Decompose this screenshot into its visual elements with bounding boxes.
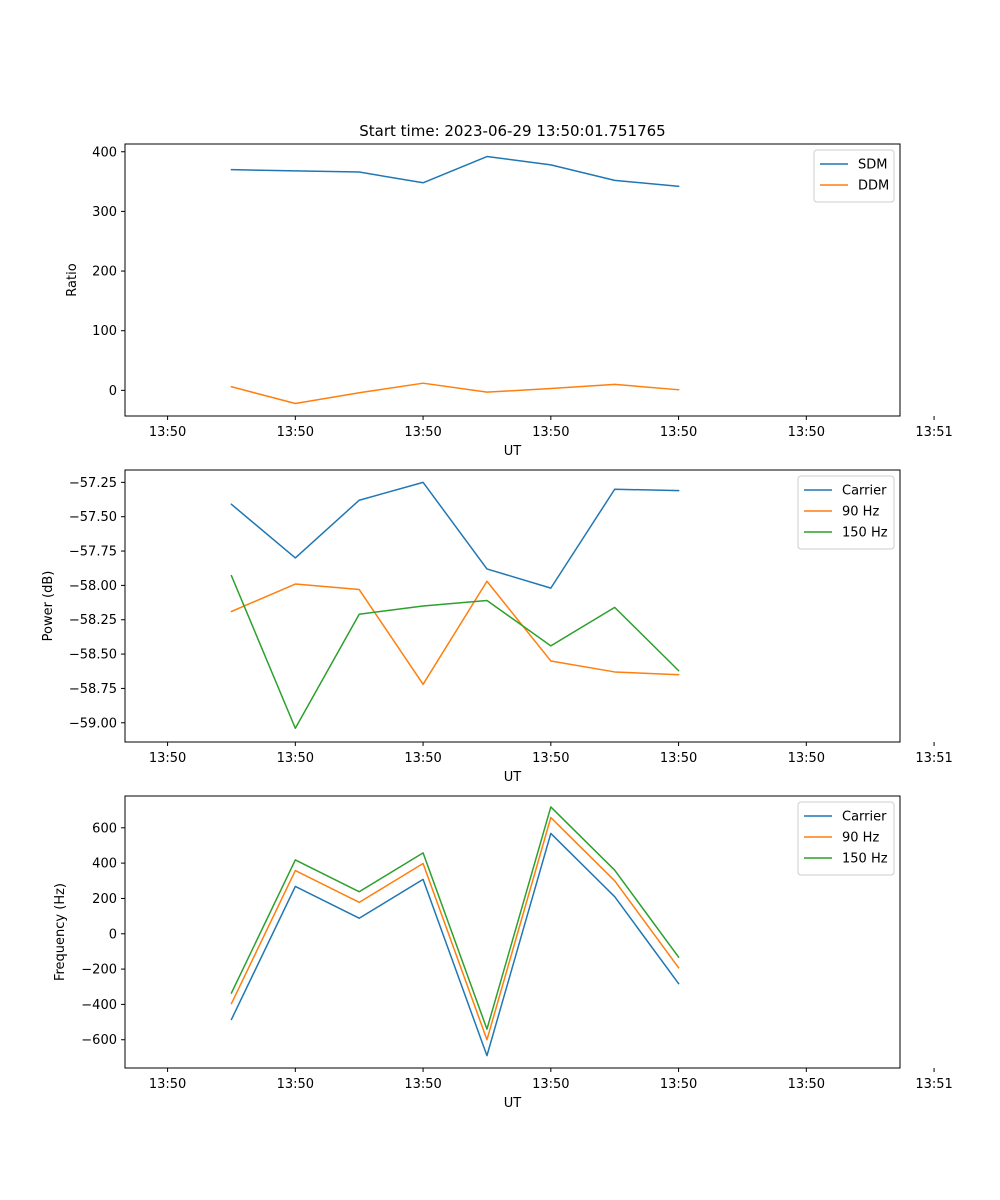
y-tick-label-3-5: 200 xyxy=(92,892,117,907)
x-tick-label-1-5: 13:50 xyxy=(660,425,697,440)
y-tick-label-2-3: −57.75 xyxy=(69,545,117,560)
series-line-2-1 xyxy=(230,481,680,589)
series-line-1-1 xyxy=(230,155,680,188)
axes-frame-3 xyxy=(124,795,901,1069)
x-tick-label-2-7: 13:51 xyxy=(915,751,952,766)
y-tick-label-1-3: 200 xyxy=(92,265,117,280)
y-axis-label-3: Frequency (Hz) xyxy=(53,883,68,981)
y-tick-label-1-5: 400 xyxy=(92,145,117,160)
x-tick-label-1-1: 13:50 xyxy=(149,425,186,440)
x-tick-label-1-7: 13:51 xyxy=(915,425,952,440)
panel-2: 13:50 13:50 13:50 13:50 13:50 13:50 13:51 −57.2… xyxy=(41,469,953,785)
x-tick-label-1-4: 13:50 xyxy=(532,425,569,440)
series-line-2-3 xyxy=(230,574,680,730)
x-tick-label-1-2: 13:50 xyxy=(277,425,314,440)
axes-frame-2 xyxy=(124,469,901,743)
series-line-3-2 xyxy=(230,816,680,1041)
x-axis-label-3: UT xyxy=(504,1096,522,1111)
legend-box-2 xyxy=(797,475,895,550)
legend-label-2-3: 150 Hz xyxy=(842,526,888,541)
legend-3: Carrier 90 Hz 150 Hz xyxy=(797,801,895,876)
y-tick-label-1-1: 0 xyxy=(109,384,117,399)
x-axis-label-2: UT xyxy=(504,770,522,785)
x-tick-label-2-2: 13:50 xyxy=(277,751,314,766)
panel-3: 13:50 13:50 13:50 13:50 13:50 13:50 13:51 −600 −… xyxy=(53,795,953,1111)
x-tick-label-3-6: 13:50 xyxy=(788,1077,825,1092)
y-tick-label-1-4: 300 xyxy=(92,205,117,220)
series-line-2-2 xyxy=(230,580,680,686)
x-tick-label-3-3: 13:50 xyxy=(404,1077,441,1092)
legend-label-3-3: 150 Hz xyxy=(842,852,888,867)
y-tick-label-3-1: −600 xyxy=(81,1033,117,1048)
x-tick-label-1-3: 13:50 xyxy=(404,425,441,440)
legend-box-1 xyxy=(813,149,895,203)
x-tick-label-2-6: 13:50 xyxy=(788,751,825,766)
y-tick-label-2-2: −57.50 xyxy=(69,510,117,525)
x-tick-label-3-1: 13:50 xyxy=(149,1077,186,1092)
y-tick-label-2-1: −57.25 xyxy=(69,476,117,491)
series-line-1-2 xyxy=(230,382,680,405)
y-tick-label-3-2: −400 xyxy=(81,998,117,1013)
legend-label-2-2: 90 Hz xyxy=(842,505,879,520)
legend-2: Carrier 90 Hz 150 Hz xyxy=(797,475,895,550)
y-tick-label-1-2: 100 xyxy=(92,324,117,339)
legend-label-1-2: DDM xyxy=(858,179,889,194)
y-axis-label-1: Ratio xyxy=(65,263,80,296)
x-tick-label-3-2: 13:50 xyxy=(277,1077,314,1092)
y-axis-label-2: Power (dB) xyxy=(41,571,56,642)
x-tick-label-2-1: 13:50 xyxy=(149,751,186,766)
y-tick-label-2-4: −58.00 xyxy=(69,579,117,594)
y-tick-label-2-6: −58.50 xyxy=(69,648,117,663)
y-tick-label-2-7: −58.75 xyxy=(69,682,117,697)
y-tick-label-3-7: 600 xyxy=(92,821,117,836)
legend-label-2-1: Carrier xyxy=(842,484,887,499)
panel-1: 13:50 13:50 13:50 13:50 13:50 13:50 13:51 0 100 2… xyxy=(65,143,953,459)
y-tick-label-3-4: 0 xyxy=(109,927,117,942)
legend-label-1-1: SDM xyxy=(858,158,887,173)
legend-box-3 xyxy=(797,801,895,876)
x-tick-label-1-6: 13:50 xyxy=(788,425,825,440)
panels: 13:50 13:50 13:50 13:50 13:50 13:50 13:51 0 100 2… xyxy=(41,143,953,1111)
series-line-3-1 xyxy=(230,832,680,1057)
x-axis-label-1: UT xyxy=(504,444,522,459)
series-line-3-3 xyxy=(230,806,680,1030)
y-tick-label-2-5: −58.25 xyxy=(69,613,117,628)
x-tick-label-3-4: 13:50 xyxy=(532,1077,569,1092)
y-tick-label-3-6: 400 xyxy=(92,857,117,872)
axes-frame-1 xyxy=(124,143,901,417)
y-tick-label-2-8: −59.00 xyxy=(69,716,117,731)
x-tick-label-3-7: 13:51 xyxy=(915,1077,952,1092)
x-tick-label-2-4: 13:50 xyxy=(532,751,569,766)
y-tick-label-3-3: −200 xyxy=(81,963,117,978)
x-tick-label-2-3: 13:50 xyxy=(404,751,441,766)
x-tick-label-2-5: 13:50 xyxy=(660,751,697,766)
chart-title: Start time: 2023-06-29 13:50:01.751765 xyxy=(359,122,665,140)
legend-label-3-2: 90 Hz xyxy=(842,831,879,846)
legend-1: SDM DDM xyxy=(813,149,895,203)
x-tick-label-3-5: 13:50 xyxy=(660,1077,697,1092)
legend-label-3-1: Carrier xyxy=(842,810,887,825)
